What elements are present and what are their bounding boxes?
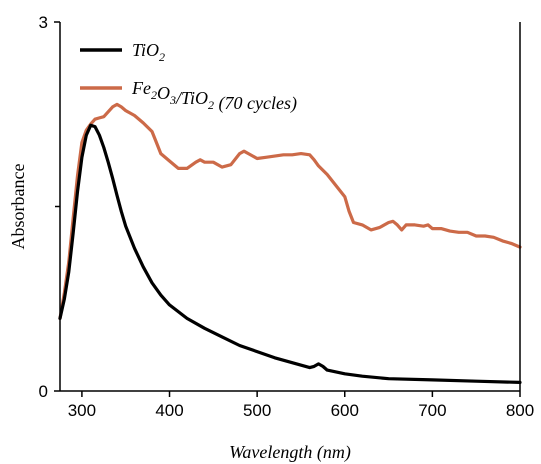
legend: TiO2 Fe2O3/TiO2 (70 cycles) (80, 40, 297, 114)
y-axis-title: Absorbance (8, 164, 28, 250)
x-tick-label: 800 (506, 401, 534, 420)
plot-area (58, 102, 522, 384)
y-tick-label: 0 (39, 382, 48, 401)
x-axis-title: Wavelength (nm) (229, 442, 351, 463)
x-tick-label: 600 (331, 401, 359, 420)
series-line-fe2o3-tio2 (58, 102, 522, 320)
x-tick-label: 300 (68, 401, 96, 420)
x-tick-label: 400 (155, 401, 183, 420)
legend-label-tio2: TiO2 (132, 40, 165, 64)
x-tick-label: 500 (243, 401, 271, 420)
x-tick-label: 700 (418, 401, 446, 420)
y-tick-label: 3 (39, 13, 48, 32)
axes: 300 400 500 600 700 800 0 3 (39, 13, 535, 420)
series-line-tio2 (58, 123, 522, 384)
legend-label-fe2o3-tio2: Fe2O3/TiO2 (70 cycles) (131, 78, 297, 114)
